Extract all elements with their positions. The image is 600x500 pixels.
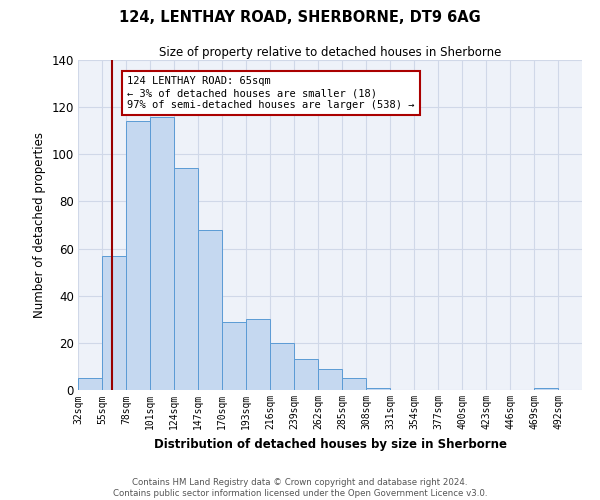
Bar xyxy=(126,122,150,390)
Bar xyxy=(222,322,246,390)
Bar xyxy=(174,168,198,390)
Title: Size of property relative to detached houses in Sherborne: Size of property relative to detached ho… xyxy=(159,46,501,59)
Bar xyxy=(102,256,126,390)
Y-axis label: Number of detached properties: Number of detached properties xyxy=(33,132,46,318)
Bar xyxy=(366,388,390,390)
Bar xyxy=(78,378,102,390)
Bar xyxy=(246,320,270,390)
Bar xyxy=(270,343,294,390)
Bar xyxy=(198,230,222,390)
Bar xyxy=(294,360,318,390)
Text: 124 LENTHAY ROAD: 65sqm
← 3% of detached houses are smaller (18)
97% of semi-det: 124 LENTHAY ROAD: 65sqm ← 3% of detached… xyxy=(127,76,415,110)
Bar xyxy=(150,116,174,390)
X-axis label: Distribution of detached houses by size in Sherborne: Distribution of detached houses by size … xyxy=(154,438,506,451)
Bar xyxy=(318,369,342,390)
Text: 124, LENTHAY ROAD, SHERBORNE, DT9 6AG: 124, LENTHAY ROAD, SHERBORNE, DT9 6AG xyxy=(119,10,481,25)
Bar xyxy=(342,378,366,390)
Bar xyxy=(534,388,558,390)
Text: Contains HM Land Registry data © Crown copyright and database right 2024.
Contai: Contains HM Land Registry data © Crown c… xyxy=(113,478,487,498)
